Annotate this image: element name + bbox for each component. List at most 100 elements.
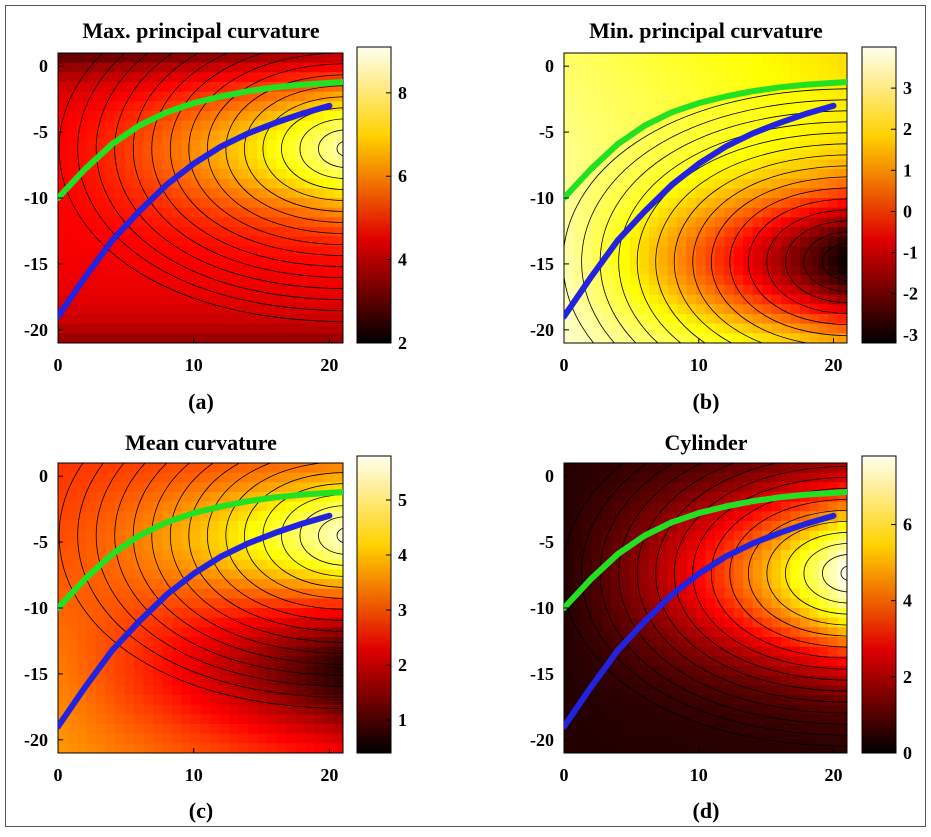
heatmap-cell [828,501,839,512]
heatmap-cell [743,492,754,503]
heatmap-cell [564,101,575,112]
heatmap-cell [153,733,164,744]
heatmap-cell [780,294,791,305]
heatmap-cell [191,685,202,696]
heatmap-cell [582,246,593,257]
heatmap-cell [276,598,287,609]
heatmap-cell [582,294,593,305]
heatmap-cell [295,598,306,609]
heatmap-cell [305,53,316,64]
heatmap-cell [143,294,154,305]
heatmap-cell [295,265,306,276]
heatmap-cell [267,304,278,315]
heatmap-cell [238,646,249,657]
heatmap-cell [276,472,287,483]
heatmap-cell [611,159,622,170]
heatmap-cell [696,530,707,541]
heatmap-cell [333,120,343,131]
heatmap-cell [828,656,839,667]
heatmap-cell [58,511,69,522]
heatmap-cell [210,482,221,493]
heatmap-cell [324,656,335,667]
heatmap-cell [210,714,221,725]
heatmap-cell [200,246,211,257]
heatmap-cell [686,72,697,83]
x-tick-label: 10 [185,765,203,785]
colorbar-tick-label: 6 [903,515,912,535]
heatmap-cell [267,111,278,122]
heatmap-cell [181,227,192,238]
heatmap-cell [724,82,735,93]
heatmap-cell [564,482,575,493]
heatmap-cell [229,236,240,247]
heatmap-cell [86,53,97,64]
heatmap-cell [771,111,782,122]
heatmap-cell [705,198,716,209]
heatmap-cell [200,675,211,686]
heatmap-cell [191,463,202,474]
heatmap-cell [724,675,735,686]
heatmap-cell [238,501,249,512]
heatmap-cell [620,598,631,609]
heatmap-cell [677,246,688,257]
heatmap-cell [181,169,192,180]
heatmap-cell [818,275,829,286]
heatmap-cell [333,598,343,609]
heatmap-cell [172,275,183,286]
heatmap-cell [314,207,325,218]
heatmap-cell [611,627,622,638]
heatmap-cell [77,53,88,64]
heatmap-cell [86,666,97,677]
heatmap-cell [143,285,154,296]
heatmap-cell [86,275,97,286]
heatmap-cell [677,714,688,725]
heatmap-cell [58,217,69,228]
heatmap-cell [200,256,211,267]
heatmap-cell [667,472,678,483]
heatmap-cell [677,521,688,532]
heatmap-cell [314,482,325,493]
heatmap-cell [601,608,612,619]
heatmap-cell [658,695,669,706]
heatmap-cell [667,53,678,64]
heatmap-cell [611,714,622,725]
heatmap-cell [582,501,593,512]
heatmap-cell [658,685,669,696]
heatmap-cell [276,159,287,170]
heatmap-cell [799,656,810,667]
heatmap-cell [667,111,678,122]
heatmap-cell [620,550,631,561]
heatmap-cell [733,569,744,580]
heatmap-cell [181,608,192,619]
heatmap-cell [229,492,240,503]
heatmap-cell [809,608,820,619]
heatmap-cell [582,149,593,160]
heatmap-cell [601,178,612,189]
heatmap-cell [134,501,145,512]
heatmap-cell [573,169,584,180]
heatmap-cell [115,627,126,638]
heatmap-cell [295,120,306,131]
heatmap-cell [762,675,773,686]
heatmap-cell [837,704,847,715]
heatmap-cell [314,178,325,189]
heatmap-cell [86,149,97,160]
heatmap-cell [714,304,725,315]
heatmap-cell [314,733,325,744]
heatmap-cell [667,550,678,561]
heatmap-cell [305,656,316,667]
heatmap-cell [257,579,268,590]
heatmap-cell [58,140,69,151]
heatmap-cell [229,140,240,151]
heatmap-cell [743,550,754,561]
heatmap-cell [305,501,316,512]
heatmap-cell [324,140,335,151]
heatmap-cell [828,130,839,141]
heatmap-cell [780,608,791,619]
heatmap-cell [837,598,847,609]
heatmap-cell [191,111,202,122]
heatmap-cell [305,91,316,102]
heatmap-cell [677,333,688,343]
heatmap-cell [191,627,202,638]
heatmap-cell [181,217,192,228]
